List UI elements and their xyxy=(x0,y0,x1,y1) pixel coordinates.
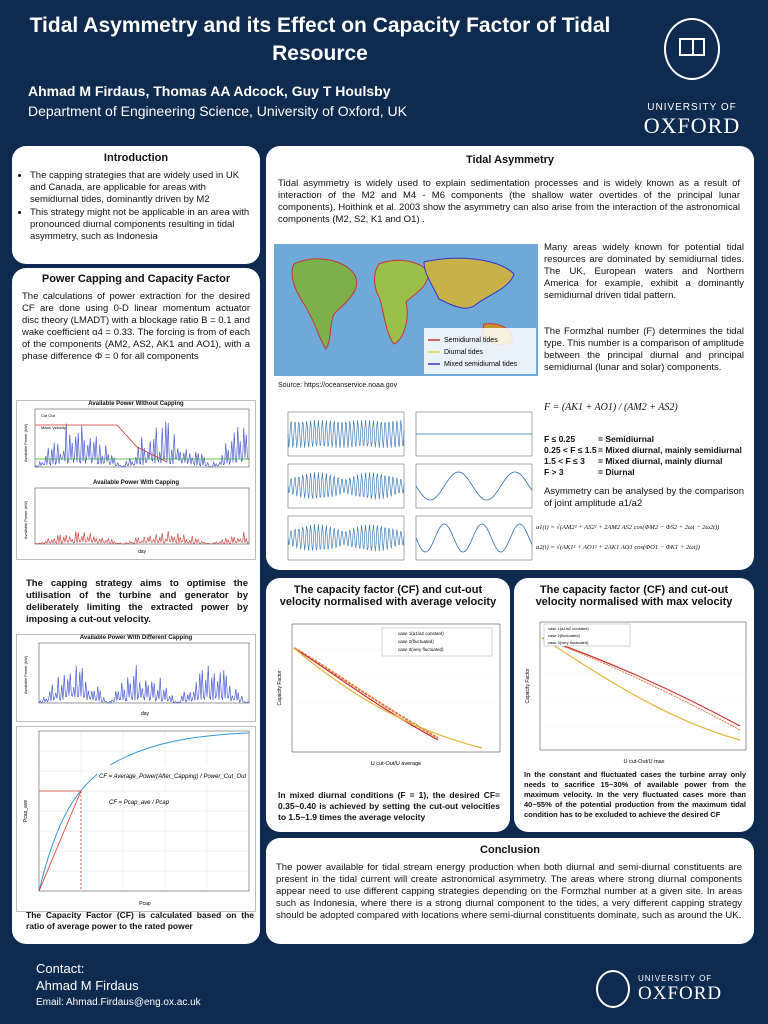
svg-text:Mean Velocity: Mean Velocity xyxy=(41,425,66,430)
tidal-asymmetry-panel: Tidal Asymmetry Tidal asymmetry is widel… xyxy=(266,146,754,570)
contact-label: Contact: xyxy=(36,961,85,976)
formzhal-formula: F = (AK1 + AO1) / (AM2 + AS2) xyxy=(544,402,678,413)
formzhal-text: The Formzhal number (F) determines the t… xyxy=(544,326,744,373)
svg-text:case 2(fluctuated): case 2(fluctuated) xyxy=(548,633,580,638)
cf-plot: Pcap Pcap_ave CF = Average_Power(After_C… xyxy=(23,730,250,907)
svg-text:case 1(a1/a2 constant): case 1(a1/a2 constant) xyxy=(548,626,589,631)
svg-text:Available Power (kW): Available Power (kW) xyxy=(23,500,28,539)
wave-svg xyxy=(287,411,533,561)
range-row: F > 3 = Diurnal xyxy=(544,467,635,477)
authors: Ahmad M Firdaus, Thomas AA Adcock, Guy T… xyxy=(28,83,391,99)
svg-text:U cut-Out/U max: U cut-Out/U max xyxy=(624,759,665,765)
chart2-plot: day Available Power (kW) xyxy=(23,487,250,555)
world-tide-map: Semidiurnal tides Diurnal tides Mixed se… xyxy=(274,244,538,376)
svg-text:Available Power (kW): Available Power (kW) xyxy=(23,655,28,694)
chart3-plot: day Available Power (kW) xyxy=(23,642,250,717)
range-row: F ≤ 0.25 = Semidiurnal xyxy=(544,434,654,444)
range-row: 0.25 < F ≤ 1.5= Mixed diurnal, mainly se… xyxy=(544,445,742,455)
introduction-title: Introduction xyxy=(103,152,169,164)
contact-block: Contact: Ahmad M Firdaus Email: Ahmad.Fi… xyxy=(36,960,201,1011)
svg-text:U cut-Out/U average: U cut-Out/U average xyxy=(371,761,421,767)
asymmetry-text: Asymmetry can be analysed by the compari… xyxy=(544,486,744,509)
svg-text:day: day xyxy=(141,711,150,717)
wave-line xyxy=(287,419,405,449)
wave-line xyxy=(287,524,405,552)
svg-text:Capacity Factor: Capacity Factor xyxy=(525,668,531,703)
svg-text:Diurnal tides: Diurnal tides xyxy=(444,349,483,356)
semidiurnal-text: Many areas widely known for potential ti… xyxy=(544,242,744,301)
intro-bullet: This strategy might not be applicable in… xyxy=(30,207,250,243)
contact-email[interactable]: Email: Ahmad.Firdaus@eng.ox.ac.uk xyxy=(36,997,201,1008)
formzhal-ranges: F ≤ 0.25 = Semidiurnal 0.25 < F ≤ 1.5= Mi… xyxy=(544,434,754,478)
wave-line xyxy=(287,472,405,500)
cf-avg-title: The capacity factor (CF) and cut-out vel… xyxy=(279,584,497,608)
chart1-plot: Cut Out Mean Velocity Available Power (k… xyxy=(23,408,250,468)
oxford-logo-footer: UNIVERSITY OF OXFORD xyxy=(596,970,756,1008)
svg-text:Pcap: Pcap xyxy=(139,901,151,907)
wave-box xyxy=(415,515,533,561)
cf-max-panel: The capacity factor (CF) and cut-out vel… xyxy=(514,578,754,832)
svg-text:case 3(very fluctuated): case 3(very fluctuated) xyxy=(398,647,444,652)
svg-text:case 1(a1/a2 constant): case 1(a1/a2 constant) xyxy=(398,631,444,636)
svg-text:CF = Pcap_ave / Pcap: CF = Pcap_ave / Pcap xyxy=(109,800,170,806)
svg-text:Mixed semidiurnal tides: Mixed semidiurnal tides xyxy=(444,361,518,368)
oxford-crest-icon xyxy=(596,970,630,1008)
svg-text:Available Power (kW): Available Power (kW) xyxy=(23,423,28,462)
intro-bullet: The capping strategies that are widely u… xyxy=(30,170,250,206)
cf-avg-chart: case 1(a1/a2 constant) case 2(fluctuated… xyxy=(277,623,501,767)
cf-max-chart: case 1(a1/a2 constant) case 2(fluctuated… xyxy=(525,621,747,765)
chart1-title: Available Power Without Capping xyxy=(88,401,184,407)
power-capping-panel: Power Capping and Capacity Factor The ca… xyxy=(12,268,260,944)
power-capping-text: The calculations of power extraction for… xyxy=(22,291,250,362)
svg-text:CF = Average_Power(After_Cappi: CF = Average_Power(After_Capping) / Powe… xyxy=(99,774,246,780)
ratio-line xyxy=(415,471,533,501)
tidal-asymmetry-text: Tidal asymmetry is widely used to explai… xyxy=(278,178,740,225)
chart2-title: Available Power With Capping xyxy=(92,480,180,486)
svg-text:case 2(fluctuated): case 2(fluctuated) xyxy=(398,639,434,644)
wave-box xyxy=(415,463,533,509)
svg-text:Capacity Factor: Capacity Factor xyxy=(277,670,283,705)
cf-max-title: The capacity factor (CF) and cut-out vel… xyxy=(535,584,733,608)
oxford-crest-icon xyxy=(664,18,720,80)
department: Department of Engineering Science, Unive… xyxy=(28,103,407,119)
power-capping-title: Power Capping and Capacity Factor xyxy=(41,273,231,285)
map-source: Source: https://oceanservice.noaa.gov xyxy=(278,382,398,389)
power-charts: Available Power Without Capping Cut Out … xyxy=(16,400,256,560)
eq-a2: a2(t) = √(AK1² + AO1² + 2AK1 AO1 cos(ΦO1… xyxy=(536,544,700,551)
strategy-text: The capping strategy aims to optimise th… xyxy=(26,578,248,625)
oxford-logo: UNIVERSITY OF OXFORD xyxy=(632,18,752,139)
map-svg: Semidiurnal tides Diurnal tides Mixed se… xyxy=(291,257,536,374)
conclusion-text: The power available for tidal stream ene… xyxy=(276,862,742,921)
conclusion-panel: Conclusion The power available for tidal… xyxy=(266,838,754,944)
svg-text:Cut Out: Cut Out xyxy=(41,413,56,418)
cf-chart: Pcap Pcap_ave CF = Average_Power(After_C… xyxy=(16,726,256,912)
wave-charts xyxy=(274,408,538,564)
different-capping-chart: Available Power With Different Capping d… xyxy=(16,634,256,722)
chart3-title: Available Power With Different Capping xyxy=(79,635,193,641)
poster-title: Tidal Asymmetry and its Effect on Capaci… xyxy=(29,14,611,65)
range-row: 1.5 < F ≤ 3 = Mixed diurnal, mainly diurn… xyxy=(544,456,723,466)
introduction-panel: Introduction The capping strategies that… xyxy=(12,146,260,264)
introduction-list: The capping strategies that are widely u… xyxy=(18,170,250,243)
conclusion-title: Conclusion xyxy=(480,844,540,856)
cf-max-text: In the constant and fluctuated cases the… xyxy=(524,770,746,819)
cf-avg-text: In mixed diurnal conditions (F = 1), the… xyxy=(278,790,500,822)
svg-text:Pcap_ave: Pcap_ave xyxy=(23,800,29,822)
contact-name: Ahmad M Firdaus xyxy=(36,978,139,993)
svg-text:Semidiurnal tides: Semidiurnal tides xyxy=(444,337,498,344)
cf-avg-panel: The capacity factor (CF) and cut-out vel… xyxy=(266,578,510,832)
svg-text:case 3(very fluctuated): case 3(very fluctuated) xyxy=(548,640,589,645)
ratio-line xyxy=(415,523,533,553)
eq-a1: a1(t) = √(AM2² + AS2² + 2AM2 AS2 cos(ΦM2… xyxy=(536,524,720,531)
tidal-asymmetry-title: Tidal Asymmetry xyxy=(465,154,555,166)
cf-caption: The Capacity Factor (CF) is calculated b… xyxy=(26,910,254,931)
svg-text:day: day xyxy=(138,549,147,555)
